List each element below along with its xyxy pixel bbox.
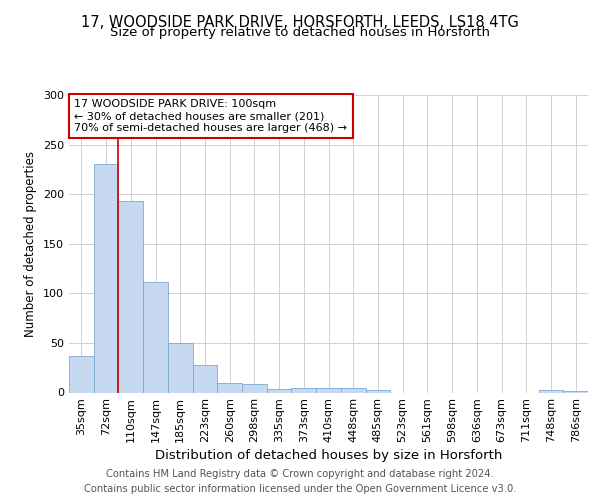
Bar bbox=[118, 201, 143, 392]
Bar bbox=[168, 343, 193, 392]
Bar bbox=[539, 390, 563, 392]
Bar bbox=[193, 364, 217, 392]
Bar bbox=[94, 164, 118, 392]
Bar bbox=[69, 356, 94, 393]
Text: Size of property relative to detached houses in Horsforth: Size of property relative to detached ho… bbox=[110, 26, 490, 39]
Bar bbox=[316, 388, 341, 392]
Bar bbox=[563, 390, 588, 392]
Bar bbox=[365, 390, 390, 392]
Bar bbox=[292, 388, 316, 392]
Bar bbox=[242, 384, 267, 392]
Text: 17 WOODSIDE PARK DRIVE: 100sqm
← 30% of detached houses are smaller (201)
70% of: 17 WOODSIDE PARK DRIVE: 100sqm ← 30% of … bbox=[74, 100, 347, 132]
Bar bbox=[267, 388, 292, 392]
Y-axis label: Number of detached properties: Number of detached properties bbox=[25, 151, 37, 337]
Text: 17, WOODSIDE PARK DRIVE, HORSFORTH, LEEDS, LS18 4TG: 17, WOODSIDE PARK DRIVE, HORSFORTH, LEED… bbox=[81, 15, 519, 30]
Bar bbox=[341, 388, 365, 392]
Text: Contains HM Land Registry data © Crown copyright and database right 2024.
Contai: Contains HM Land Registry data © Crown c… bbox=[84, 469, 516, 494]
X-axis label: Distribution of detached houses by size in Horsforth: Distribution of detached houses by size … bbox=[155, 450, 502, 462]
Bar bbox=[143, 282, 168, 393]
Bar bbox=[217, 382, 242, 392]
